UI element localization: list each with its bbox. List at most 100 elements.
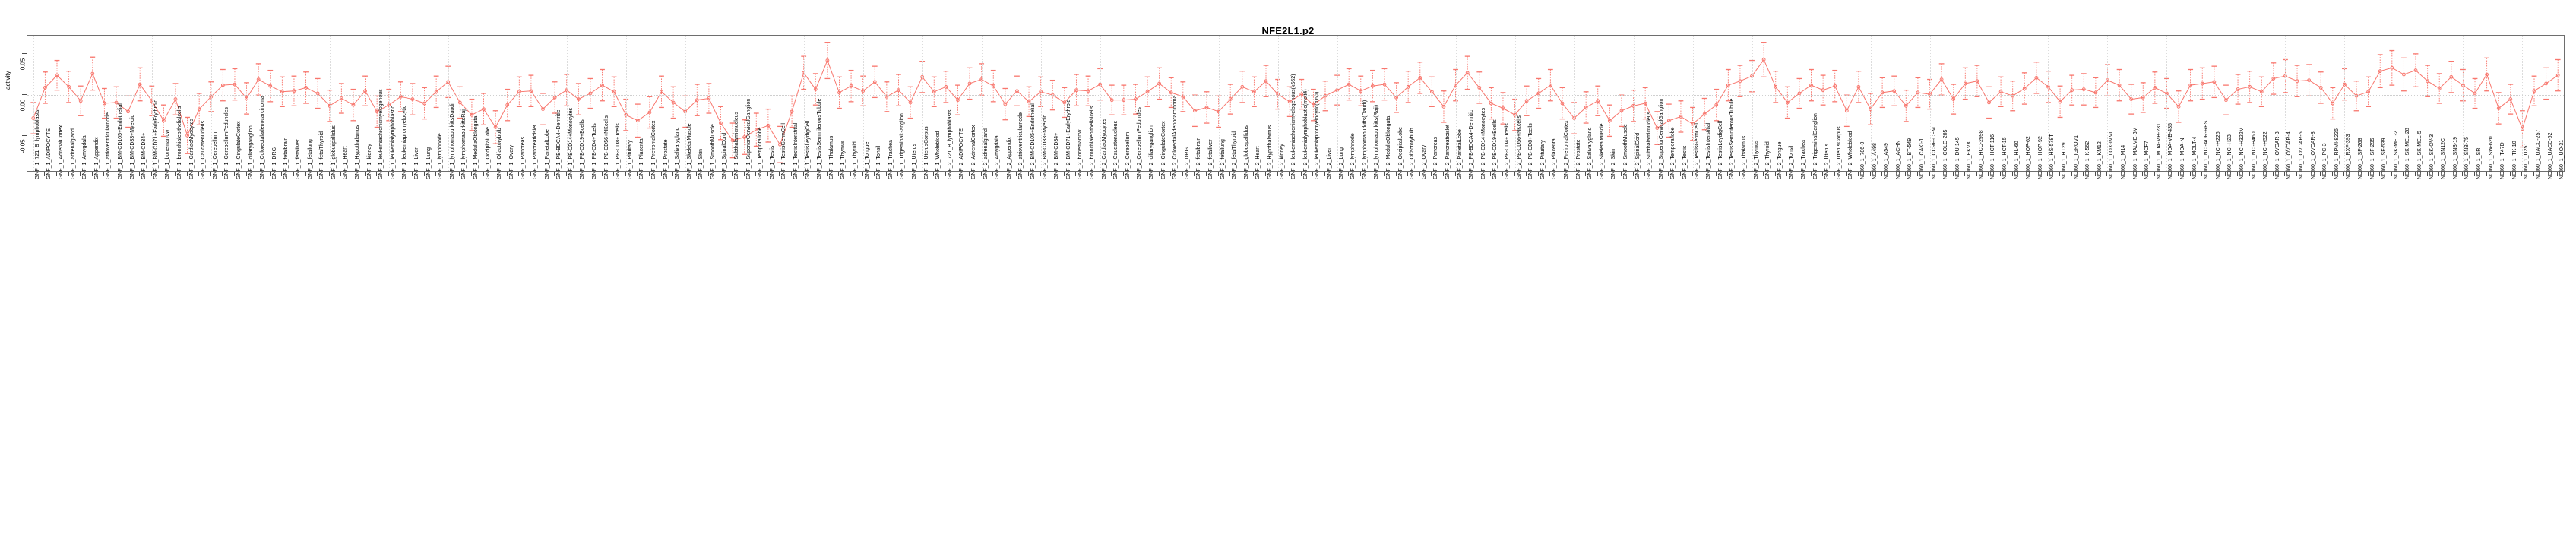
data-point bbox=[1974, 65, 1980, 97]
x-tick-label: GNF_2_Caudatenucleus bbox=[1113, 120, 1119, 179]
x-tick-label: GNF_1_PB-CD8+Tcells bbox=[616, 123, 622, 179]
x-tick-mark bbox=[755, 172, 757, 176]
x-tick-label: GNF_2_lymphnode bbox=[1350, 133, 1356, 179]
x-tick-mark bbox=[139, 172, 141, 176]
x-tick-label: GNF_1_TestisGermCell bbox=[781, 123, 787, 179]
x-tick-mark bbox=[1537, 172, 1539, 176]
point-marker bbox=[2496, 106, 2501, 110]
data-point bbox=[2247, 71, 2253, 103]
data-point bbox=[1714, 88, 1720, 122]
x-tick-mark bbox=[2426, 172, 2428, 176]
x-tick-label: GNF_1_BM-CD34+ bbox=[141, 132, 147, 179]
point-marker bbox=[1655, 126, 1660, 130]
x-tick-mark bbox=[980, 172, 982, 176]
point-marker bbox=[944, 84, 948, 89]
x-tick-label: NCI60_1_UACC-62 bbox=[2547, 132, 2553, 179]
x-tick-mark bbox=[1253, 172, 1255, 176]
x-tick-label: GNF_1_Thyroid bbox=[853, 141, 859, 179]
point-marker bbox=[173, 97, 178, 101]
x-tick-mark bbox=[1087, 172, 1089, 176]
x-tick-label: NCI60_1_SNB-75 bbox=[2464, 136, 2470, 179]
data-point bbox=[516, 76, 522, 107]
point-marker bbox=[2449, 74, 2454, 79]
vertical-gridline bbox=[625, 36, 627, 171]
vertical-gridline bbox=[1752, 36, 1753, 171]
point-marker bbox=[576, 97, 581, 101]
data-point bbox=[2069, 74, 2075, 106]
x-tick-label: GNF_2_Pancreaticislet bbox=[1445, 125, 1451, 179]
data-point bbox=[410, 83, 416, 115]
x-tick-mark bbox=[1431, 172, 1432, 176]
x-tick-mark bbox=[1063, 172, 1065, 176]
point-marker bbox=[2153, 85, 2157, 90]
data-point bbox=[1002, 87, 1008, 121]
data-point bbox=[1583, 91, 1589, 124]
x-tick-mark bbox=[554, 172, 555, 176]
x-tick-label: NCI60_1_TK-10 bbox=[2511, 141, 2517, 179]
data-point bbox=[670, 86, 676, 119]
x-tick-label: GNF_1_Caudatenucleus bbox=[201, 120, 207, 179]
data-point bbox=[943, 71, 949, 103]
x-tick-label: GNF_2_fetalThyroid bbox=[1232, 131, 1238, 179]
x-tick-mark bbox=[1158, 172, 1160, 176]
x-tick-label: GNF_2_Placenta bbox=[1552, 138, 1558, 179]
data-point bbox=[1773, 71, 1779, 103]
x-tick-mark bbox=[293, 172, 294, 176]
x-tick-label: GNF_1_Tonsil bbox=[876, 145, 882, 179]
x-tick-label: NCI60_1_MDA-MB-435 bbox=[2168, 123, 2174, 179]
x-tick-mark bbox=[1869, 172, 1871, 176]
point-marker bbox=[1228, 97, 1233, 101]
x-tick-label: NCI60_1_MCF7 bbox=[2144, 141, 2150, 179]
x-tick-mark bbox=[305, 172, 306, 176]
x-tick-mark bbox=[2000, 172, 2002, 176]
x-tick-mark bbox=[1644, 172, 1646, 176]
y-tick-label: 0.05 bbox=[19, 58, 27, 71]
x-tick-label: NCI60_1_A549 bbox=[1884, 143, 1890, 179]
data-point bbox=[729, 122, 736, 159]
x-tick-label: GNF_1_Skin bbox=[698, 148, 704, 179]
x-tick-mark bbox=[1407, 172, 1409, 176]
data-point bbox=[2258, 76, 2264, 107]
x-tick-label: GNF_2_Subthalamicnucleus bbox=[1647, 111, 1653, 179]
x-tick-label: GNF_2_fetalliver bbox=[1208, 139, 1214, 179]
x-tick-label: NCI60_1_MDA-MB-231 bbox=[2156, 123, 2162, 179]
x-tick-mark bbox=[743, 172, 745, 176]
vertical-gridline bbox=[151, 36, 153, 171]
point-marker bbox=[2331, 101, 2335, 106]
x-tick-label: GNF_2_BM-CD33+Myeloid bbox=[1042, 114, 1048, 179]
point-marker bbox=[138, 82, 142, 87]
x-tick-mark bbox=[2272, 172, 2274, 176]
x-tick-mark bbox=[317, 172, 318, 176]
point-marker bbox=[1074, 88, 1078, 93]
data-point bbox=[1286, 86, 1293, 118]
x-tick-mark bbox=[2189, 172, 2191, 176]
x-tick-label: GNF_1_Olfactorybulb bbox=[497, 128, 503, 179]
data-point bbox=[1346, 68, 1352, 101]
x-tick-mark bbox=[850, 172, 852, 176]
data-point bbox=[1820, 74, 1826, 106]
point-marker bbox=[1643, 101, 1647, 106]
point-marker bbox=[1086, 89, 1090, 93]
point-marker bbox=[1951, 97, 1956, 101]
point-marker bbox=[2022, 87, 2027, 90]
data-point bbox=[1062, 87, 1068, 119]
x-tick-mark bbox=[1952, 172, 1954, 176]
x-tick-mark bbox=[1679, 172, 1681, 176]
x-tick-mark bbox=[103, 172, 105, 176]
point-marker bbox=[43, 85, 47, 90]
vertical-gridline bbox=[2048, 36, 2049, 171]
point-marker bbox=[778, 142, 782, 147]
data-point bbox=[718, 106, 723, 141]
x-tick-mark bbox=[1206, 172, 1207, 176]
point-marker bbox=[375, 109, 379, 114]
x-tick-label: GNF_2_SkeletalMuscle bbox=[1599, 123, 1605, 179]
data-point bbox=[1500, 92, 1506, 125]
x-tick-label: GNF_1_Subthalamicnucleus bbox=[734, 111, 740, 179]
vertical-gridline bbox=[981, 36, 983, 171]
data-point bbox=[2128, 84, 2135, 115]
data-point bbox=[1606, 104, 1612, 138]
x-tick-label: GNF_2_leukemiachronicmyelogenous(k562) bbox=[1291, 74, 1297, 179]
x-tick-label: NCI60_1_LOX-IMVI bbox=[2109, 131, 2115, 179]
point-marker bbox=[2058, 100, 2062, 104]
data-point bbox=[1737, 65, 1743, 97]
